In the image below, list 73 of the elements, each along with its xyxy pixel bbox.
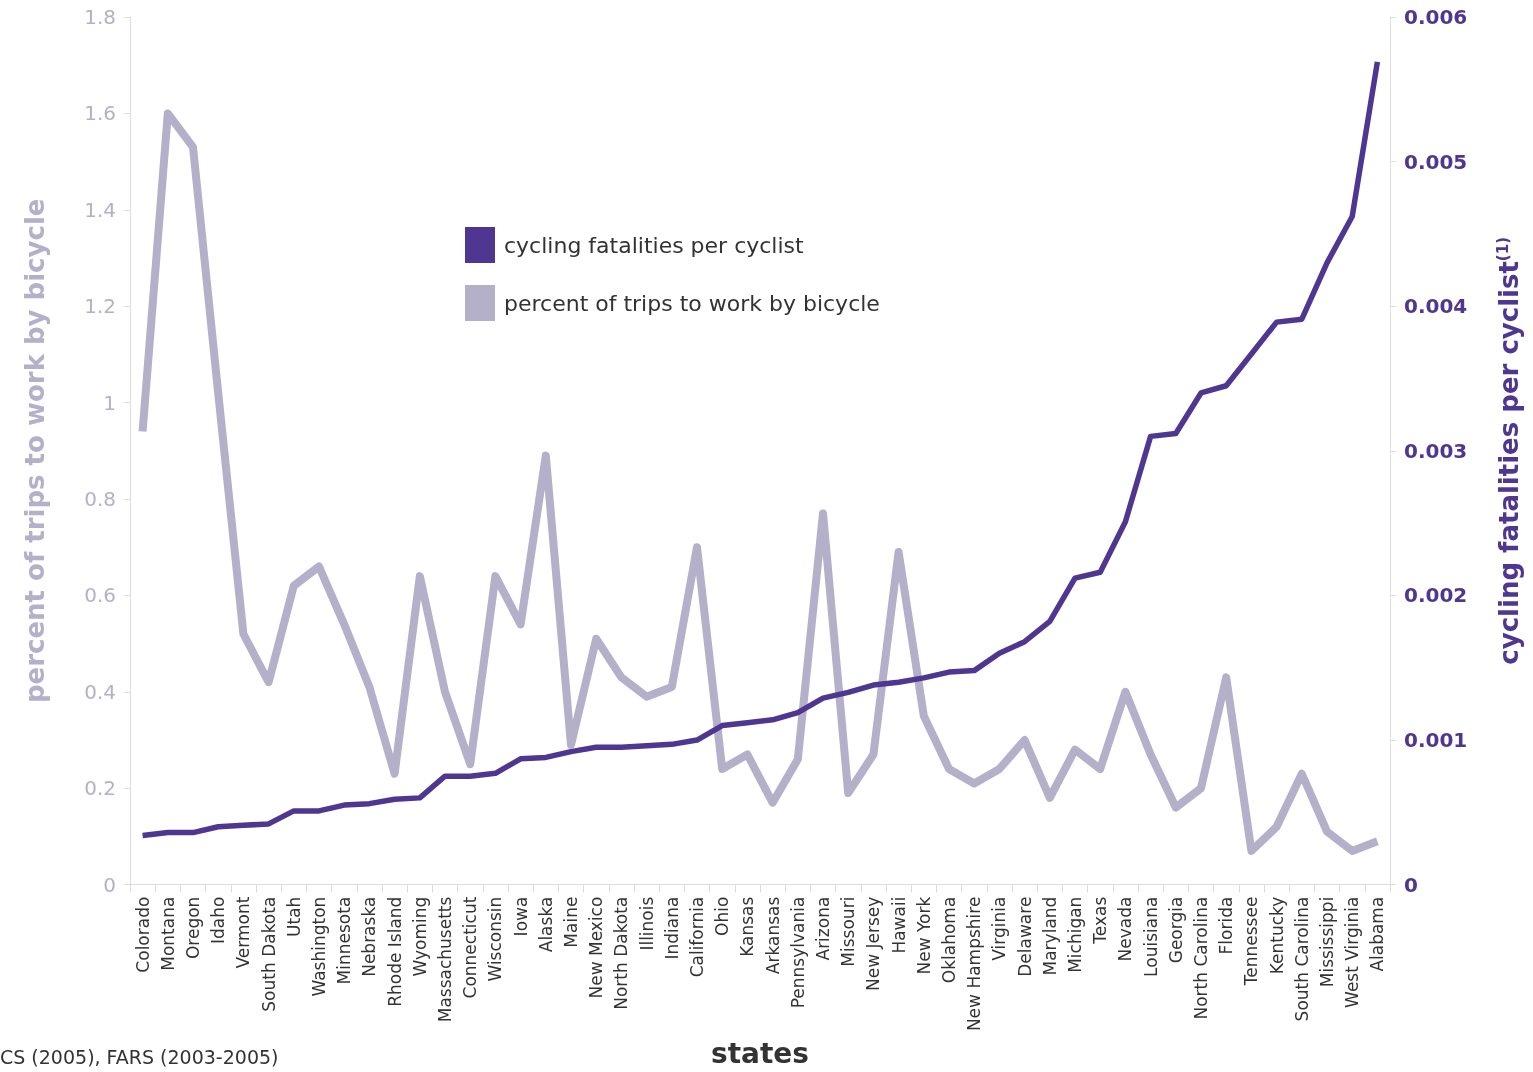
x-tick-label: Kansas [737, 896, 758, 957]
x-tick-label: Texas [1090, 896, 1111, 945]
y2-tick-label: 0.005 [1404, 149, 1468, 174]
y-tick-label: 0.6 [84, 583, 116, 608]
x-tick-label: California [687, 896, 707, 978]
x-tick-label: Arizona [813, 896, 833, 961]
x-tick-label: Mississippi [1317, 896, 1337, 988]
x-tick-label: North Carolina [1191, 896, 1211, 1020]
x-tick-label: Montana [157, 896, 178, 971]
x-tick-label: Georgia [1165, 896, 1186, 964]
x-tick-label: Louisiana [1140, 896, 1161, 977]
legend-label: percent of trips to work by bicycle [504, 290, 880, 316]
x-tick-label: West Virginia [1342, 896, 1363, 1008]
x-tick-label: Colorado [132, 896, 153, 973]
x-tick-label: Massachusetts [435, 896, 455, 1023]
x-tick-label: Wyoming [409, 896, 430, 977]
y2-axis-title: cycling fatalities per cyclist(1) [1493, 236, 1524, 665]
x-tick-label: Oregon [183, 896, 203, 960]
y-tick-label: 0.2 [84, 776, 116, 801]
text: CS (2005), FARS (2003-2005) [0, 1045, 279, 1068]
x-tick-label: New York [913, 896, 934, 975]
x-tick-label: Missouri [838, 896, 859, 967]
y-axis-title: percent of trips to work by bicycle [20, 198, 50, 704]
y2-tick-label: 0.002 [1404, 583, 1468, 608]
x-tick-label: New Mexico [586, 896, 607, 999]
y2-tick-label: 0.004 [1404, 294, 1468, 319]
y-tick-label: 1.6 [84, 101, 116, 126]
x-tick-label: Iowa [510, 896, 531, 937]
x-tick-label: Pennsylvania [787, 896, 808, 1009]
x-tick-label: New Jersey [863, 896, 884, 991]
x-tick-label: New Hampshire [964, 896, 985, 1032]
y-tick-label: 1.4 [84, 197, 116, 222]
x-tick-label: Nevada [1115, 896, 1136, 962]
x-axis-title: states [711, 1036, 809, 1070]
legend-label: cycling fatalities per cyclist [504, 232, 805, 258]
y-tick-label: 0.8 [84, 487, 116, 512]
y-tick-label: 1 [103, 390, 116, 415]
y2-tick-label: 0.001 [1404, 728, 1468, 753]
x-tick-label: Virginia [989, 896, 1010, 961]
x-tick-label: Ohio [712, 896, 733, 936]
x-tick-label: Vermont [233, 896, 254, 969]
x-tick-label: Maine [561, 896, 581, 948]
x-tick-label: North Dakota [611, 896, 632, 1010]
x-tick-label: Indiana [661, 896, 682, 960]
y-tick-label: 1.2 [84, 294, 116, 319]
x-tick-label: South Carolina [1291, 896, 1312, 1022]
y-tick-label: 0 [103, 872, 116, 897]
x-tick-label: Idaho [208, 896, 229, 945]
x-tick-label: Tennessee [1241, 896, 1262, 987]
x-tick-label: Washington [309, 896, 329, 997]
x-tick-label: South Dakota [258, 896, 279, 1012]
x-tick-label: Alaska [535, 896, 556, 953]
x-tick-label: Alabama [1367, 896, 1388, 972]
y2-tick-label: 0 [1404, 872, 1418, 897]
x-tick-label: Kentucky [1266, 896, 1287, 975]
x-tick-label: Nebraska [359, 896, 380, 977]
x-tick-label: Illinois [636, 896, 657, 951]
x-tick-label: Maryland [1039, 896, 1060, 976]
x-tick-label: Minnesota [334, 896, 355, 985]
x-tick-label: Wisconsin [485, 896, 506, 982]
x-tick-label: Arkansas [762, 896, 783, 975]
y2-tick-label: 0.003 [1404, 438, 1468, 463]
y-tick-label: 0.4 [84, 679, 116, 704]
x-tick-label: Connecticut [460, 896, 481, 999]
y2-tick-label: 0.006 [1404, 5, 1468, 29]
x-tick-label: Delaware [1014, 896, 1035, 977]
x-tick-label: Utah [283, 896, 304, 937]
x-tick-label: Rhode Island [384, 896, 405, 1007]
x-tick-label: Oklahoma [939, 896, 959, 984]
x-tick-label: Hawaii [888, 896, 909, 954]
y-tick-label: 1.8 [84, 5, 116, 29]
x-tick-label: Michigan [1065, 896, 1085, 973]
x-tick-label: Florida [1216, 896, 1237, 955]
